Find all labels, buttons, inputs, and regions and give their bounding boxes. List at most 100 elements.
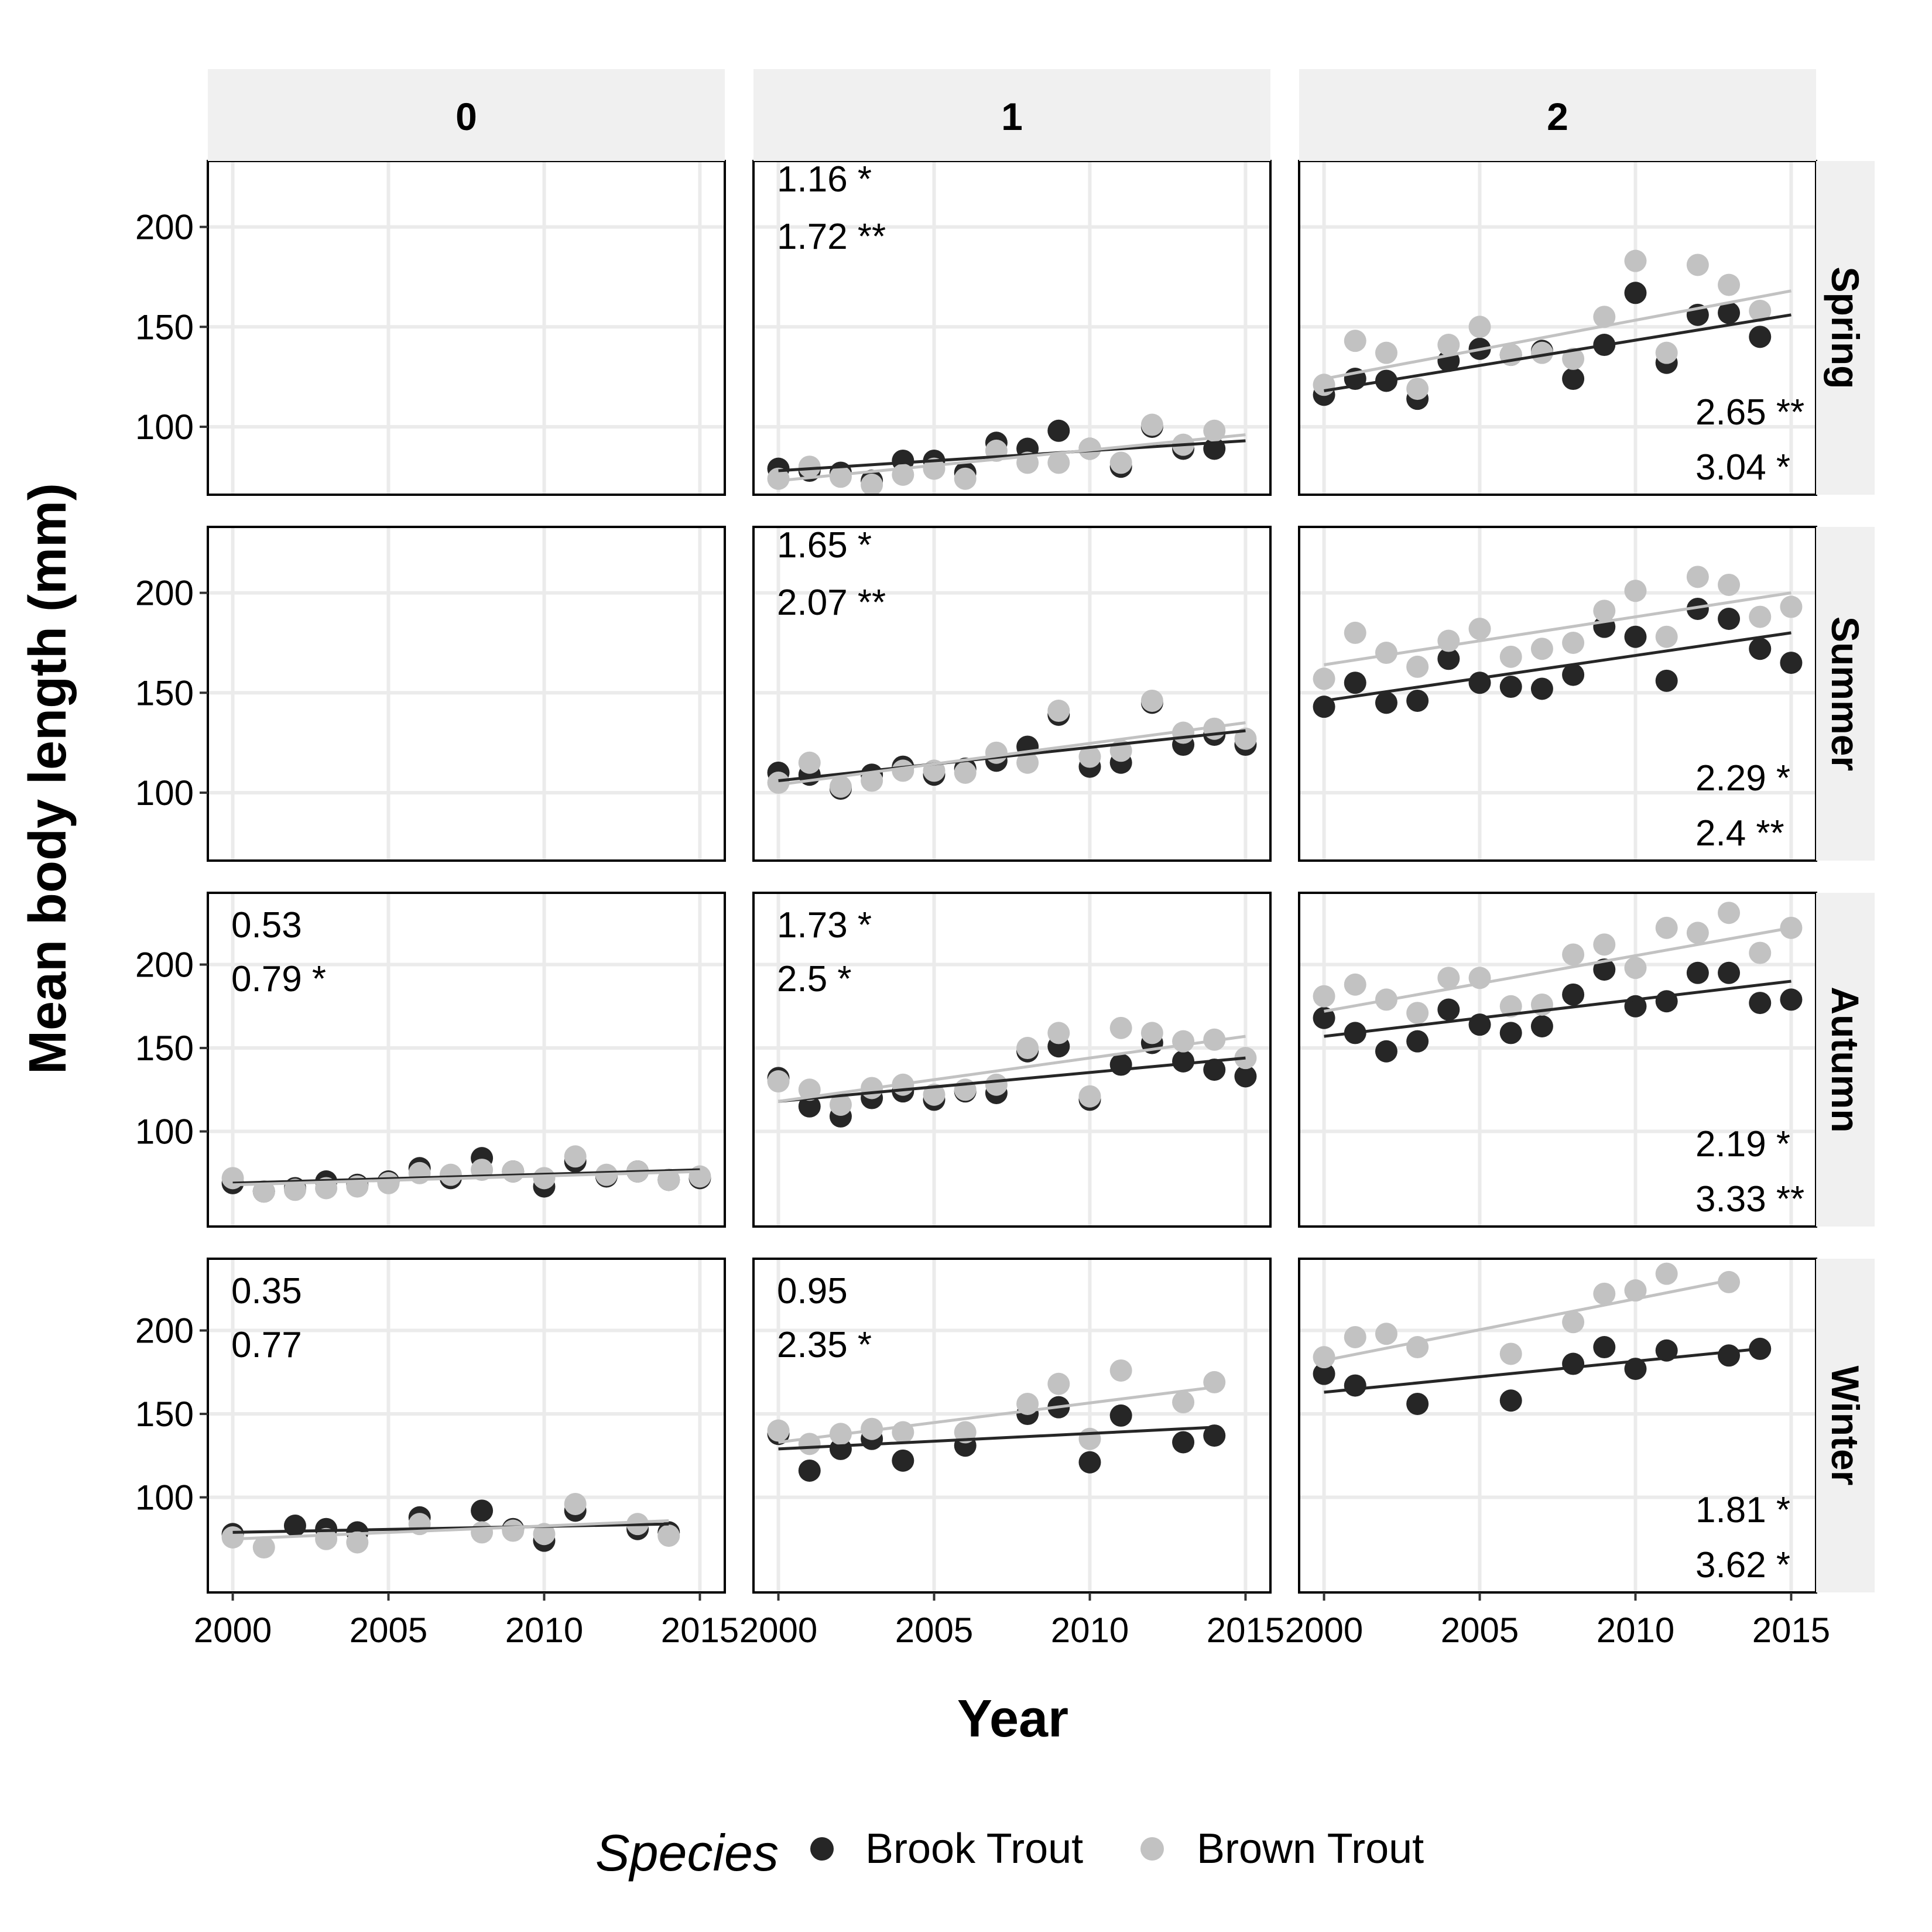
panel-border (752, 1258, 1272, 1594)
point-brook-trout (1749, 638, 1772, 660)
point-brown-trout (1140, 413, 1163, 436)
y-tick-label: 150 (135, 1029, 194, 1068)
point-brown-trout (533, 1523, 556, 1546)
point-brown-trout (1203, 1371, 1226, 1393)
slope-annotation: 1.72 ** (777, 217, 886, 257)
point-brown-trout (564, 1145, 587, 1168)
point-brown-trout (1344, 973, 1366, 996)
point-brown-trout (1718, 573, 1741, 596)
point-brown-trout (1234, 727, 1257, 750)
strip-row-label-summer: Summer (1824, 616, 1867, 771)
panel-autumn-0: 0.53 0.79 * (207, 892, 726, 1228)
trend-line-brown-trout (778, 1034, 1246, 1103)
panel-winter-2: 1.81 * 3.62 * (1298, 1258, 1817, 1594)
point-brown-trout (1562, 943, 1585, 966)
y-axis-title: Mean body length (mm) (19, 483, 77, 1074)
point-brown-trout (1109, 1016, 1132, 1039)
point-brown-trout (1624, 580, 1647, 602)
point-brown-trout (657, 1169, 680, 1191)
point-brook-trout (1718, 608, 1741, 631)
point-brown-trout (829, 1093, 852, 1116)
slope-annotation: 2.19 * (1695, 1124, 1790, 1164)
strip-col-bg-1 (753, 69, 1270, 161)
trend-line-brook-trout (1324, 1347, 1760, 1394)
point-brown-trout (1344, 330, 1366, 352)
point-brook-trout (1234, 1065, 1257, 1088)
strip-row-bg-autumn (1816, 893, 1875, 1227)
point-brook-trout (1313, 1006, 1335, 1029)
point-brook-trout (1780, 988, 1803, 1011)
point-brown-trout (798, 751, 821, 774)
point-brown-trout (923, 1083, 946, 1106)
point-brown-trout (502, 1519, 525, 1542)
point-brook-trout (1203, 1424, 1226, 1447)
trend-line-brook-trout (778, 439, 1246, 472)
legend-label-brown-trout: Brown Trout (1197, 1825, 1424, 1872)
point-brook-trout (283, 1515, 306, 1537)
point-brook-trout (1749, 992, 1772, 1015)
y-tick-label: 100 (135, 1478, 194, 1517)
x-tick-label: 2015 (1207, 1611, 1284, 1650)
point-brown-trout (252, 1536, 275, 1559)
point-brown-trout (1749, 299, 1772, 322)
trend-line-brown-trout (232, 1170, 700, 1187)
point-brown-trout (985, 1073, 1008, 1096)
slope-annotation: 2.29 * (1695, 758, 1790, 799)
y-tick-label: 150 (135, 673, 194, 712)
point-brown-trout (1593, 1282, 1616, 1305)
point-brown-trout (1078, 745, 1101, 768)
point-brown-trout (1468, 618, 1491, 640)
point-brook-trout (1624, 625, 1647, 648)
point-brook-trout (1624, 1358, 1647, 1381)
point-brook-trout (1624, 282, 1647, 304)
point-brown-trout (1780, 595, 1803, 618)
strip-col-label-0: 0 (455, 95, 477, 138)
point-brown-trout (1530, 341, 1553, 364)
panel-border (207, 892, 726, 1228)
y-tick-label: 100 (135, 1112, 194, 1152)
point-brook-trout (1437, 998, 1460, 1021)
point-brook-trout (1686, 597, 1709, 620)
slope-annotation: 2.65 ** (1695, 392, 1804, 433)
slope-annotation: 3.33 ** (1695, 1179, 1804, 1220)
point-brook-trout (1562, 1352, 1585, 1375)
point-brown-trout (1016, 1037, 1039, 1060)
point-brown-trout (1047, 700, 1070, 722)
point-brook-trout (1313, 1362, 1335, 1385)
panel-bg (1299, 893, 1816, 1227)
point-brown-trout (1624, 249, 1647, 272)
slope-annotation: 3.04 * (1695, 447, 1790, 488)
x-tick-label: 2015 (1752, 1611, 1830, 1650)
point-brown-trout (346, 1531, 369, 1554)
strip-row-bg-winter (1816, 1259, 1875, 1592)
point-brown-trout (1718, 273, 1741, 296)
x-tick-label: 2000 (1285, 1611, 1363, 1650)
point-brown-trout (1437, 967, 1460, 989)
point-brown-trout (1499, 1342, 1522, 1365)
point-brook-trout (1499, 676, 1522, 698)
point-brook-trout (1406, 689, 1429, 712)
strip-col-bg-0 (208, 69, 725, 161)
x-tick-label: 2010 (1051, 1611, 1129, 1650)
x-axis-title: Year (957, 1690, 1068, 1748)
point-brown-trout (1593, 933, 1616, 956)
point-brown-trout (377, 1171, 400, 1194)
point-brown-trout (1593, 306, 1616, 328)
point-brown-trout (1499, 995, 1522, 1018)
y-tick-label: 100 (135, 407, 194, 447)
point-brown-trout (767, 1070, 790, 1093)
point-brown-trout (1718, 1270, 1741, 1293)
point-brown-trout (1655, 916, 1678, 939)
strip-col-label-2: 2 (1547, 95, 1568, 138)
strip-col-label-1: 1 (1001, 95, 1023, 138)
legend-label-brook-trout: Brook Trout (865, 1825, 1083, 1872)
point-brown-trout (1047, 1022, 1070, 1044)
point-brook-trout (1499, 1389, 1522, 1412)
point-brown-trout (1499, 645, 1522, 668)
point-brook-trout (1593, 1336, 1616, 1359)
point-brown-trout (1624, 1279, 1647, 1302)
panel-spring-2: 2.65 ** 3.04 * (1298, 160, 1817, 496)
point-brown-trout (767, 771, 790, 794)
point-brook-trout (1718, 1344, 1741, 1367)
panel-summer-2: 2.29 * 2.4 ** (1298, 526, 1817, 862)
